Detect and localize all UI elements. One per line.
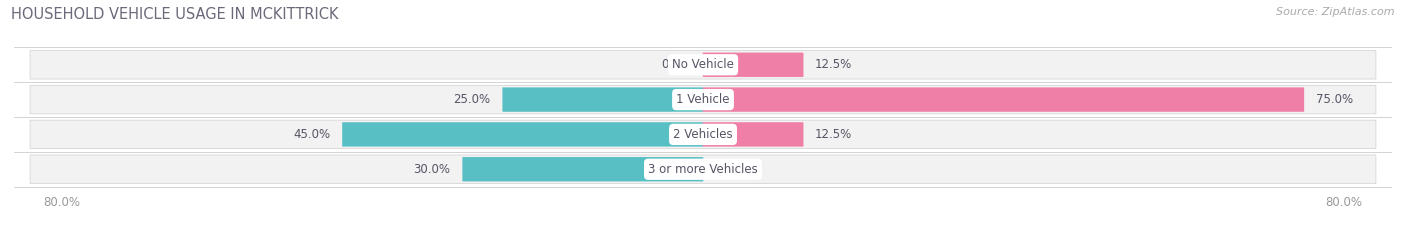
FancyBboxPatch shape [30,120,1376,149]
FancyBboxPatch shape [703,122,803,147]
FancyBboxPatch shape [502,87,703,112]
FancyBboxPatch shape [30,155,1376,183]
Text: 12.5%: 12.5% [815,58,852,71]
Text: 0.0%: 0.0% [716,163,745,176]
Text: 25.0%: 25.0% [454,93,491,106]
Text: 1 Vehicle: 1 Vehicle [676,93,730,106]
FancyBboxPatch shape [703,87,1305,112]
Text: No Vehicle: No Vehicle [672,58,734,71]
FancyBboxPatch shape [342,122,703,147]
Text: 30.0%: 30.0% [413,163,451,176]
Text: 0.0%: 0.0% [661,58,690,71]
FancyBboxPatch shape [30,51,1376,79]
FancyBboxPatch shape [463,157,703,181]
Text: 12.5%: 12.5% [815,128,852,141]
Text: 45.0%: 45.0% [294,128,330,141]
Text: 75.0%: 75.0% [1316,93,1353,106]
Text: HOUSEHOLD VEHICLE USAGE IN MCKITTRICK: HOUSEHOLD VEHICLE USAGE IN MCKITTRICK [11,7,339,22]
Text: 2 Vehicles: 2 Vehicles [673,128,733,141]
Text: 3 or more Vehicles: 3 or more Vehicles [648,163,758,176]
FancyBboxPatch shape [30,85,1376,114]
FancyBboxPatch shape [703,53,803,77]
Text: Source: ZipAtlas.com: Source: ZipAtlas.com [1277,7,1395,17]
